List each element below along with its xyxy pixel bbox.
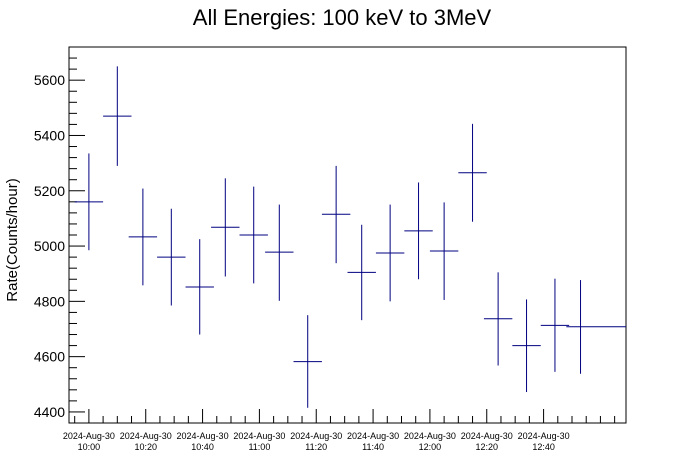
y-tick-label: 5400: [34, 127, 65, 143]
data-points: [74, 66, 626, 408]
x-tick-date-label: 2024-Aug-30: [120, 431, 172, 441]
x-tick-time-label: 10:40: [191, 442, 214, 452]
y-axis-label: Rate(Counts/hour): [4, 178, 21, 301]
data-point: [512, 299, 541, 393]
data-point: [404, 182, 433, 280]
data-point: [321, 165, 351, 264]
data-point: [566, 280, 626, 374]
x-tick-date-label: 2024-Aug-30: [404, 431, 456, 441]
x-tick-time-label: 11:20: [305, 442, 327, 452]
data-point: [458, 123, 487, 222]
x-tick-date-label: 2024-Aug-30: [63, 431, 115, 441]
x-tick-time-label: 10:00: [78, 442, 101, 452]
plot-frame: [68, 46, 627, 424]
y-axis: 4400 4600 4800 5000 5200 5400 5600: [34, 46, 85, 424]
data-point: [239, 186, 268, 284]
x-tick-time-label: 11:40: [362, 442, 384, 452]
y-tick-label: 5200: [34, 183, 65, 199]
x-tick-time-label: 12:40: [532, 442, 555, 452]
data-point: [347, 224, 376, 321]
x-tick-date-label: 2024-Aug-30: [347, 431, 399, 441]
x-tick-date-label: 2024-Aug-30: [518, 431, 570, 441]
data-point: [375, 204, 405, 302]
x-tick-date-label: 2024-Aug-30: [290, 431, 342, 441]
y-tick-label: 5000: [34, 238, 65, 254]
x-tick-time-label: 10:20: [134, 442, 157, 452]
data-point: [211, 178, 240, 277]
chart-title: All Energies: 100 keV to 3MeV: [193, 5, 492, 30]
x-tick-time-label: 12:20: [475, 442, 498, 452]
data-point: [74, 153, 104, 251]
x-tick-date-label: 2024-Aug-30: [233, 431, 285, 441]
y-tick-label: 4600: [34, 349, 65, 365]
data-point: [429, 202, 459, 300]
y-tick-label: 4400: [34, 404, 65, 420]
data-point: [103, 66, 132, 166]
data-point: [157, 208, 186, 306]
x-tick-date-label: 2024-Aug-30: [461, 431, 513, 441]
x-tick-date-label: 2024-Aug-30: [177, 431, 229, 441]
data-point: [540, 278, 570, 372]
data-point: [265, 204, 294, 301]
y-tick-label: 5600: [34, 72, 65, 88]
x-tick-time-label: 12:00: [419, 442, 442, 452]
data-point: [128, 188, 158, 286]
x-tick-time-label: 11:00: [248, 442, 270, 452]
x-axis: 2024-Aug-3010:002024-Aug-3010:202024-Aug…: [63, 409, 616, 452]
y-tick-label: 4800: [34, 293, 65, 309]
data-point: [483, 272, 513, 366]
data-point: [185, 239, 214, 335]
data-point: [293, 315, 322, 408]
